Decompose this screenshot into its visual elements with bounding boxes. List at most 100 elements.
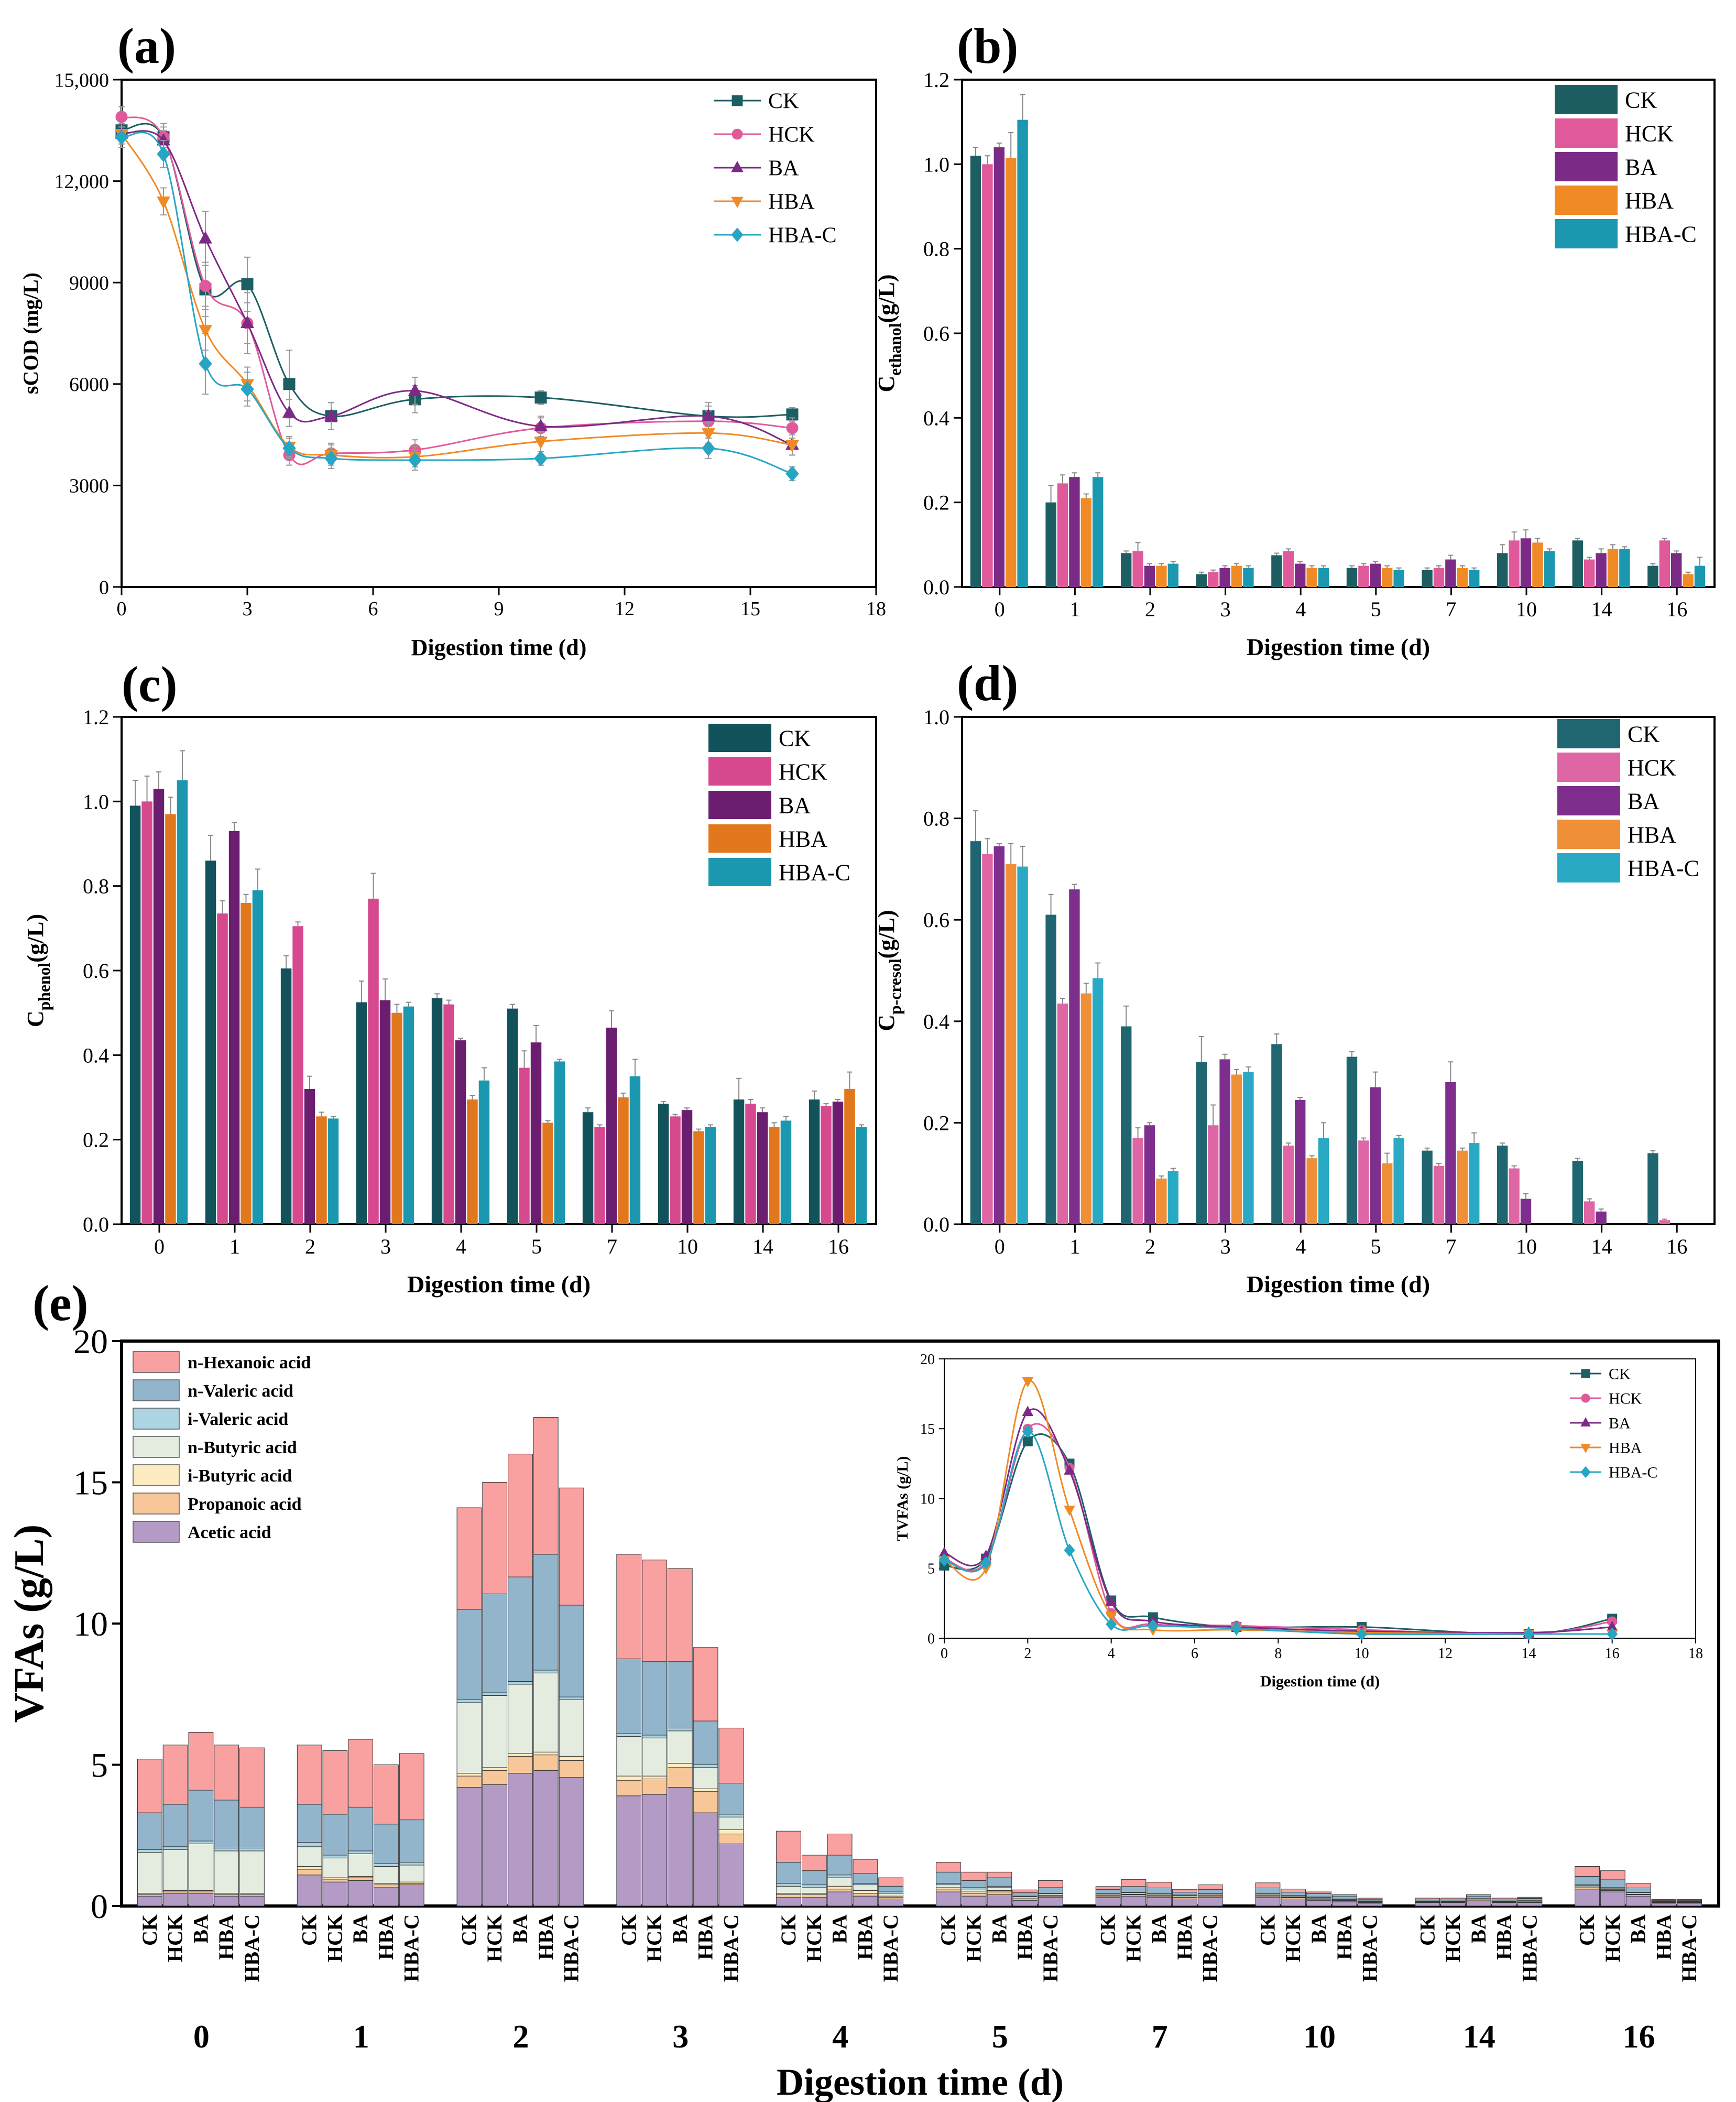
bar-name-label: CK xyxy=(1096,1914,1120,1946)
data-point-hba-c xyxy=(241,381,254,397)
legend-label-hba: HBA xyxy=(768,190,815,214)
data-point-hba-c xyxy=(1147,1619,1159,1632)
stack-segment-i-valeric-acid xyxy=(188,1840,214,1844)
bar-ck xyxy=(1647,1153,1658,1224)
series-line-hba xyxy=(944,1379,1612,1635)
bar-ba xyxy=(1069,477,1080,587)
stack-segment-n-valeric-acid xyxy=(1038,1887,1063,1894)
panel-label: (e) xyxy=(32,1275,89,1331)
bar-ck xyxy=(280,968,292,1224)
legend-label-hba: HBA xyxy=(1628,822,1676,847)
y-axis-label: Cethanol(g/L) xyxy=(874,275,904,393)
stack-segment-n-butyric-acid xyxy=(508,1684,533,1754)
y-tick-label: 1.0 xyxy=(923,705,949,729)
y-tick-label: 0.4 xyxy=(923,1010,949,1033)
error-bar xyxy=(1234,563,1239,566)
y-axis-label: VFAs (g/L) xyxy=(6,1524,52,1723)
group-label: 7 xyxy=(1152,2019,1168,2055)
y-tick-label: 10 xyxy=(73,1605,108,1643)
y-tick-label: 0.4 xyxy=(923,406,949,430)
stack-segment-acetic-acid xyxy=(1012,1900,1038,1907)
bar-ck xyxy=(129,805,141,1224)
error-bar xyxy=(1436,565,1442,568)
stack-segment-acetic-acid xyxy=(1415,1902,1440,1907)
error-bar xyxy=(1372,561,1378,564)
stack-segment-propanoic-acid xyxy=(482,1770,508,1785)
stack-segment-i-valeric-acid xyxy=(718,1814,744,1817)
bar-hba xyxy=(542,1123,553,1224)
stack-segment-n-butyric-acid xyxy=(667,1730,693,1764)
x-tick-label: 3 xyxy=(380,1235,391,1258)
x-tick-label: 2 xyxy=(305,1235,315,1258)
data-point-hba xyxy=(199,325,212,337)
y-tick-label: 1.0 xyxy=(83,790,109,813)
bar-hba-c xyxy=(1619,549,1630,587)
y-tick-label: 20 xyxy=(73,1323,108,1361)
stack-segment-i-valeric-acid xyxy=(667,1727,693,1731)
error-bar xyxy=(1321,565,1326,568)
error-bar xyxy=(319,1112,324,1117)
bar-name-label: HCK xyxy=(1441,1914,1465,1962)
stack-segment-propanoic-acid xyxy=(827,1889,853,1892)
stack-segment-acetic-acid xyxy=(693,1812,718,1907)
bar-hck xyxy=(982,854,993,1224)
bar-hba xyxy=(1006,158,1017,587)
bar-hba xyxy=(1080,498,1092,587)
x-tick-label: 18 xyxy=(1688,1646,1703,1662)
bar-name-label: HBA-C xyxy=(400,1914,423,1982)
stack-segment-n-hexanoic-acid xyxy=(239,1747,265,1807)
error-bar xyxy=(1234,1069,1239,1075)
bar-hck xyxy=(594,1127,605,1224)
legend-swatch-hck xyxy=(708,757,771,786)
legend-label-n-hexanoic-acid: n-Hexanoic acid xyxy=(188,1353,311,1373)
stack-segment-acetic-acid xyxy=(162,1893,188,1907)
stack-segment-n-butyric-acid xyxy=(935,1885,961,1888)
bar-hba-c xyxy=(1393,570,1404,587)
stack-segment-n-butyric-acid xyxy=(718,1816,744,1830)
error-bar xyxy=(1598,548,1604,553)
legend: CK HCK BA HBA HBA-C xyxy=(1555,85,1697,248)
bar-hba xyxy=(1306,1158,1317,1224)
x-tick-label: 15 xyxy=(740,598,760,620)
error-bar xyxy=(1535,538,1541,543)
stack-segment-i-valeric-acid xyxy=(297,1842,322,1847)
error-bar xyxy=(1471,567,1477,570)
stack-segment-acetic-acid xyxy=(1517,1902,1543,1907)
legend-marker-ck xyxy=(731,95,743,106)
bar-name-label: CK xyxy=(1255,1914,1279,1946)
legend-label-hck: HCK xyxy=(1625,121,1674,146)
legend-label-ck: CK xyxy=(779,725,811,751)
stack-segment-i-butyric-acid xyxy=(853,1890,878,1894)
series-line-ck xyxy=(121,123,793,418)
data-point-hba-c xyxy=(938,1553,950,1567)
y-tick-label: 0.8 xyxy=(923,807,949,831)
x-axis-label: Digestion time (d) xyxy=(1247,634,1430,660)
error-bar xyxy=(283,955,289,968)
stack-segment-propanoic-acid xyxy=(642,1778,667,1795)
error-bar xyxy=(220,900,225,914)
legend-marker-ck xyxy=(1581,1369,1590,1378)
bar-hba-c xyxy=(1318,1138,1329,1224)
y-tick-label: 15 xyxy=(920,1421,935,1437)
bar-name-label: HCK xyxy=(962,1914,986,1962)
bar-hck xyxy=(443,1004,454,1224)
bar-hba-c xyxy=(1469,570,1480,587)
stack-segment-n-hexanoic-acid xyxy=(1677,1899,1702,1901)
stack-segment-n-valeric-acid xyxy=(533,1554,559,1671)
stack-segment-acetic-acid xyxy=(878,1899,904,1907)
x-tick-label: 7 xyxy=(1446,1235,1456,1258)
x-axis-label: Digestion time (d) xyxy=(777,2061,1064,2102)
series-line-hba-c xyxy=(121,132,793,475)
bar-name-label: HBA-C xyxy=(719,1914,743,1982)
error-bar xyxy=(1471,1132,1477,1143)
error-bar xyxy=(783,1116,789,1121)
bar-name-label: HBA xyxy=(1173,1914,1196,1960)
stack-segment-n-butyric-acid xyxy=(399,1865,424,1882)
stack-segment-n-hexanoic-acid xyxy=(1575,1866,1600,1877)
stack-segment-n-hexanoic-acid xyxy=(399,1753,424,1821)
y-tick-label: 0 xyxy=(927,1631,935,1647)
data-point-hba-c xyxy=(199,356,212,372)
x-tick-label: 10 xyxy=(1516,1235,1537,1258)
stack-segment-n-hexanoic-acid xyxy=(322,1750,348,1815)
legend-label-hba-c: HBA-C xyxy=(1609,1464,1657,1482)
